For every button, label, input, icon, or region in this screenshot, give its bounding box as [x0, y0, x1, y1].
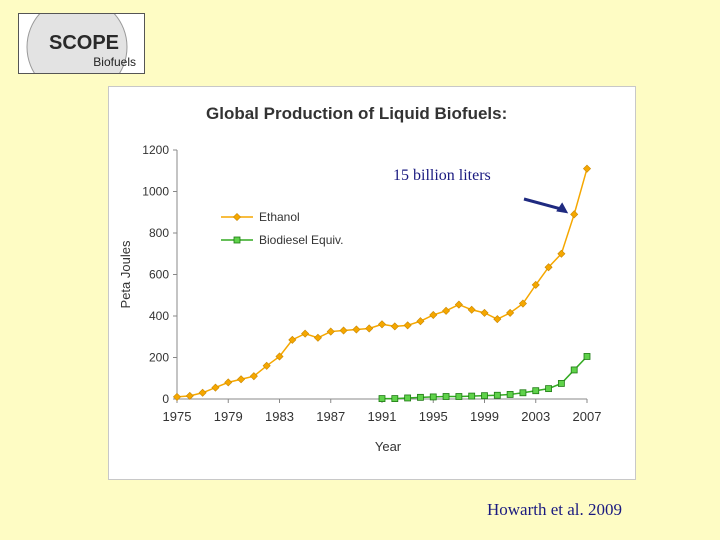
ethanol-point: [467, 305, 476, 314]
ethanol-point: [198, 388, 207, 397]
ethanol-point: [480, 308, 489, 317]
y-tick-label: 1000: [142, 185, 169, 199]
ethanol-point: [570, 210, 579, 219]
x-axis-label: Year: [375, 439, 402, 454]
biodiesel-point: [417, 393, 424, 401]
y-axis-label: Peta Joules: [118, 240, 133, 308]
y-tick-label: 800: [149, 226, 169, 240]
biodiesel-point: [455, 393, 463, 400]
biodiesel-point: [493, 391, 501, 399]
scope-logo: SCOPE Biofuels: [18, 13, 145, 74]
ethanol-point: [313, 333, 322, 342]
annotation-text: 15 billion liters: [393, 167, 491, 184]
ethanol-point: [352, 325, 361, 334]
legend-marker-ethanol: [232, 212, 242, 222]
ethanol-point: [185, 391, 194, 400]
logo-globe-icon: [26, 14, 128, 73]
ethanol-point: [557, 249, 566, 258]
biodiesel-point: [519, 389, 527, 397]
biodiesel-point: [532, 387, 540, 395]
ethanol-point: [531, 280, 540, 289]
biodiesel-point: [468, 392, 476, 400]
chart-panel: Global Production of Liquid Biofuels: 0 20…: [108, 86, 636, 480]
ethanol-point: [326, 327, 335, 336]
x-tick-label: 1991: [368, 409, 397, 424]
ethanol-point: [582, 164, 592, 173]
ethanol-point: [416, 317, 425, 326]
ethanol-point: [442, 306, 451, 315]
x-tick-label: 1983: [265, 409, 294, 424]
ethanol-point: [493, 315, 502, 324]
x-tick-label: 2003: [521, 409, 550, 424]
ethanol-point: [454, 300, 463, 309]
legend-marker-biodiesel: [233, 236, 241, 244]
annotation-arrow-shaft: [523, 197, 563, 211]
ethanol-point: [377, 320, 387, 329]
ethanol-point: [365, 324, 374, 333]
biodiesel-point: [378, 395, 386, 402]
ethanol-point: [301, 329, 310, 338]
ethanol-point: [506, 308, 515, 317]
annotation-arrow-head: [556, 202, 569, 214]
ethanol-point: [288, 335, 297, 344]
biodiesel-point: [583, 353, 591, 360]
biodiesel-point: [481, 392, 488, 400]
x-tick-label: 1995: [419, 409, 448, 424]
biodiesel-point: [442, 393, 450, 400]
biodiesel-point: [557, 380, 565, 387]
x-tick-label: 1975: [163, 409, 192, 424]
series-line-0: [176, 168, 588, 398]
biodiesel-point: [570, 366, 578, 374]
biofuels-line-chart: Global Production of Liquid Biofuels: 0 20…: [118, 104, 602, 454]
biodiesel-point: [429, 393, 437, 401]
biodiesel-point: [545, 385, 552, 393]
ethanol-point: [249, 372, 258, 381]
ethanol-point: [403, 321, 412, 330]
ethanol-point: [172, 392, 182, 401]
ethanol-point: [211, 383, 220, 392]
logo-wordmark: SCOPE: [49, 32, 120, 54]
legend-label: Ethanol: [259, 210, 300, 224]
ethanol-point: [390, 322, 399, 331]
logo-subtitle: Biofuels: [93, 55, 136, 69]
biodiesel-point: [506, 391, 514, 398]
ethanol-point: [544, 263, 553, 272]
ethanol-point: [429, 310, 438, 319]
ethanol-point: [275, 352, 284, 361]
ethanol-point: [339, 326, 348, 335]
ethanol-point: [518, 299, 527, 308]
chart-title: Global Production of Liquid Biofuels:: [206, 104, 507, 123]
citation: Howarth et al. 2009: [487, 500, 623, 519]
ethanol-point: [224, 378, 233, 387]
biodiesel-point: [404, 394, 412, 402]
y-tick-label: 600: [149, 268, 169, 282]
biodiesel-point: [391, 395, 399, 402]
series-line-1: [382, 355, 588, 400]
y-tick-label: 200: [149, 351, 169, 365]
ethanol-point: [237, 375, 246, 384]
ethanol-point: [262, 361, 271, 370]
legend-label: Biodiesel Equiv.: [259, 233, 344, 247]
y-tick-label: 1200: [142, 143, 169, 157]
y-tick-label: 400: [149, 309, 169, 323]
x-tick-label: 2007: [573, 409, 602, 424]
x-tick-label: 1979: [214, 409, 243, 424]
y-tick-label: 0: [162, 392, 169, 406]
x-tick-label: 1999: [470, 409, 499, 424]
x-tick-label: 1987: [316, 409, 345, 424]
